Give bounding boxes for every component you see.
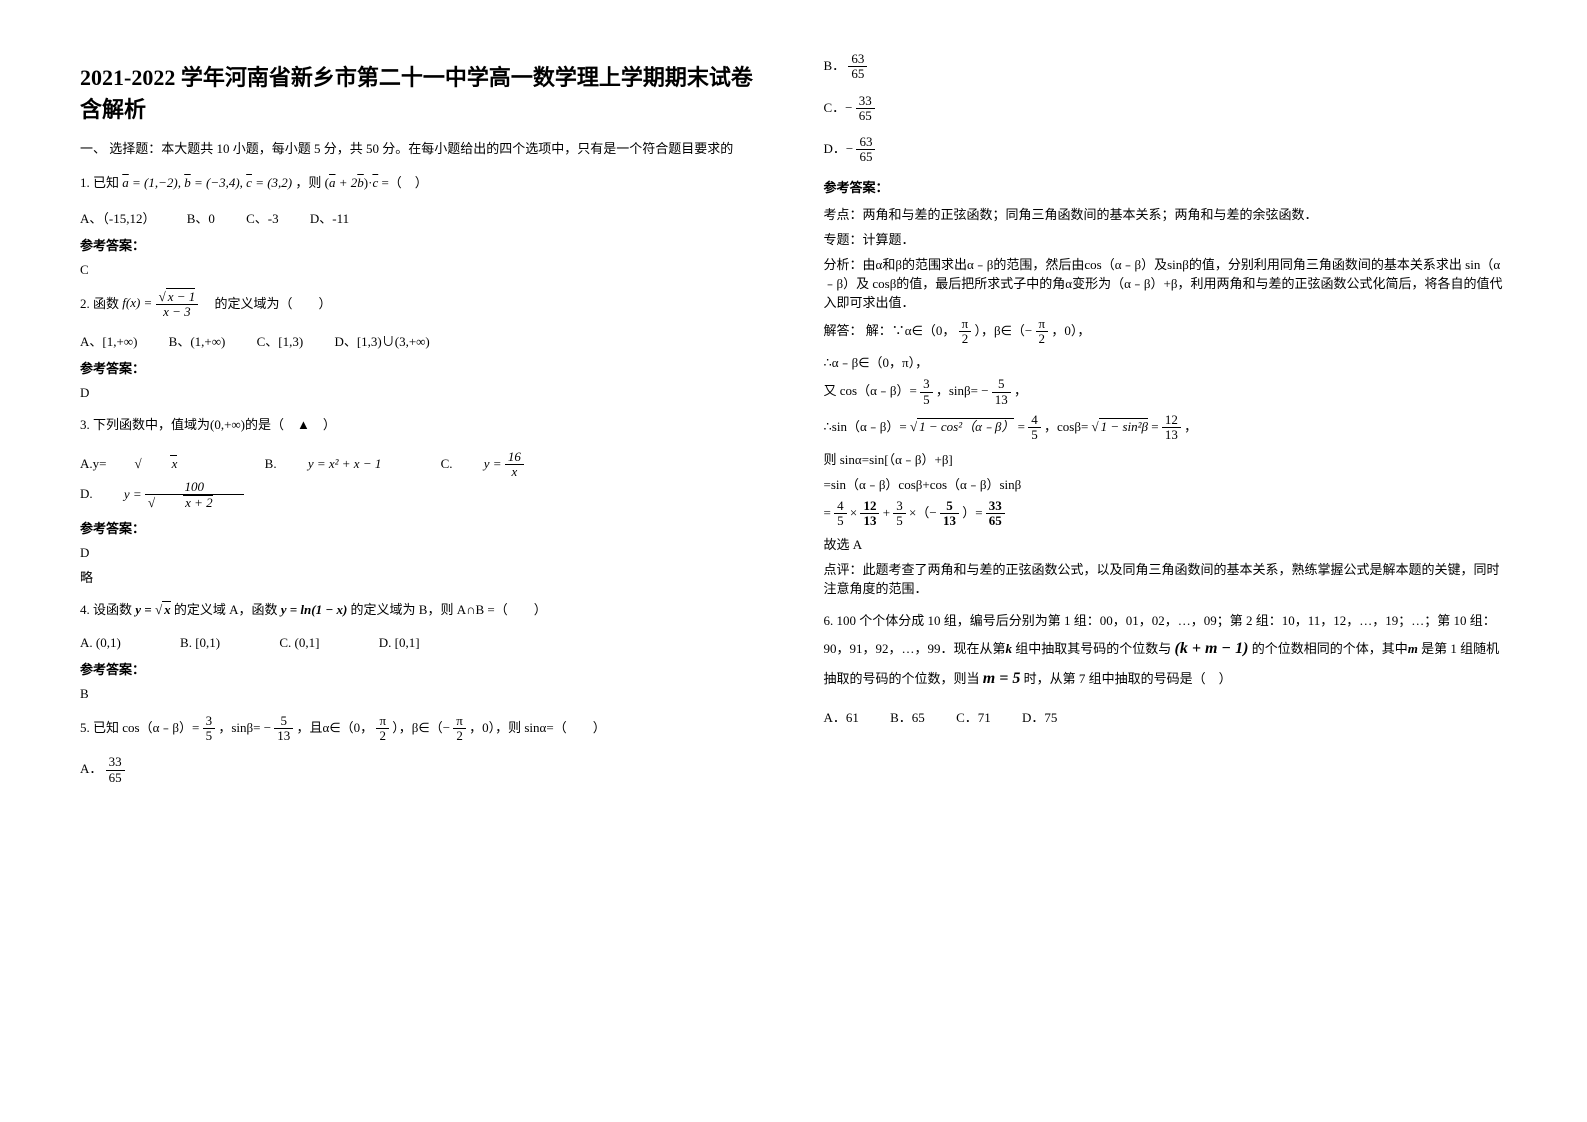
q5-opt-d: D．− 6365 (824, 135, 1508, 165)
q4-opt-b: B. [0,1) (180, 635, 248, 651)
q1-opt-b: B、0 (187, 208, 215, 227)
q5-topic: 考点：两角和与差的正弦函数；同角三角函数间的基本关系；两角和与差的余弦函数． (824, 204, 1508, 223)
section-1-head: 一、 选择题：本大题共 10 小题，每小题 5 分，共 50 分。在每小题给出的… (80, 138, 764, 157)
question-2: 2. 函数 f(x) = x − 1 x − 3 的定义域为（ ） (80, 290, 764, 320)
q4-ans-label: 参考答案： (80, 659, 764, 678)
q4-stem-b: 的定义域 A，函数 (174, 602, 281, 617)
q6-options: A．61 B．65 C．71 D．75 (824, 707, 1508, 726)
q4-ans: B (80, 686, 764, 702)
q5-special: 专题：计算题． (824, 229, 1508, 248)
q5-stem-e: ，0），则 sinα=（ ） (469, 720, 606, 735)
q2-ans-label: 参考答案： (80, 358, 764, 377)
q6-m5: m = 5 (983, 670, 1021, 687)
q5-solve-line4: ∴sin（α﹣β）= 1 − cos²（α﹣β） = 45 ，cosβ= 1 −… (824, 413, 1508, 443)
q1-stem-pre: 1. 已知 (80, 175, 119, 190)
q4-opt-c: C. (0,1] (279, 635, 347, 651)
q5-stem-b: ，sinβ= − (218, 720, 271, 735)
q1-opt-c: C、-3 (246, 208, 279, 227)
q1-opt-a: A、（-15,12） (80, 208, 155, 227)
q6-opt-a: A．61 (824, 707, 859, 726)
question-5: 5. 已知 cos（α﹣β）= 35 ，sinβ= − 513 ，且α∈（0， … (80, 714, 764, 744)
q6-opt-b: B．65 (890, 707, 925, 726)
q3-note: 略 (80, 567, 764, 586)
q5-solve-line7: = 45 × 1213 + 35 ×（− 513 ）= 3365 (824, 499, 1508, 529)
question-3: 3. 下列函数中，值域为(0,+∞)的是（ ▲ ） (80, 413, 764, 438)
question-1: 1. 已知 a = (1,−2), b = (−3,4), c = (3,2) … (80, 171, 764, 196)
q5-opt-b: B． 6365 (824, 52, 1508, 82)
q3-opt-c: C. y = 16x (441, 450, 608, 480)
q5-solve-line5: 则 sinα=sin[（α﹣β）+β] (824, 449, 1508, 468)
question-6: 6. 100 个个体分成 10 组，编号后分别为第 1 组：00，01，02，…… (824, 609, 1508, 694)
q2-opt-d: D、[1,3)∪(3,+∞) (334, 331, 429, 350)
q1-vectors: a = (1,−2), b = (−3,4), c = (3,2) (122, 175, 295, 190)
q6-stem-e: 时，从第 7 组中抽取的号码是（ ） (1024, 671, 1232, 686)
q2-stem-pre: 2. 函数 (80, 295, 119, 310)
q5-solve-line3: 又 cos（α﹣β）= 35 ，sinβ= − 513 ， (824, 377, 1508, 407)
q6-opt-c: C．71 (956, 707, 991, 726)
q5-stem-c: ，且α∈（0， (297, 720, 374, 735)
q2-options: A、[1,+∞) B、(1,+∞) C、[1,3) D、[1,3)∪(3,+∞) (80, 331, 764, 350)
q4-options: A. (0,1) B. [0,1) C. (0,1] D. [0,1] (80, 635, 764, 651)
q1-ans-label: 参考答案： (80, 235, 764, 254)
q5-opt-c: C．− 3365 (824, 94, 1508, 124)
q6-stem-c: 的个位数相同的个体，其中 (1252, 641, 1408, 656)
q5-solve-line1: 解答： 解：∵α∈（0， π2 ），β∈（− π2 ，0）， (824, 317, 1508, 347)
q1-stem-post: ，则 (a + 2b)·c =（ ） (295, 175, 427, 190)
q2-opt-a: A、[1,+∞) (80, 331, 137, 350)
q6-stem-b: 组中抽取其号码的个位数与 (1015, 641, 1171, 656)
q3-ans-label: 参考答案： (80, 518, 764, 537)
q4-y2: y = ln(1 − x) (281, 602, 348, 617)
q6-opt-d: D．75 (1022, 707, 1057, 726)
q5-analysis: 分析：由α和β的范围求出α﹣β的范围，然后由cos（α﹣β）及sinβ的值，分别… (824, 254, 1508, 311)
q5-ans-label: 参考答案： (824, 177, 1508, 196)
q3-options: A.y=x B. y = x² + x − 1 C. y = 16x D. y … (80, 450, 764, 510)
q3-opt-d: D. y = 100x + 2 (80, 480, 328, 511)
q4-y1: y = x (135, 601, 170, 617)
q5-stem-a: 5. 已知 cos（α﹣β）= (80, 720, 199, 735)
q4-stem-c: 的定义域为 B，则 A∩B =（ ） (351, 602, 547, 617)
q5-comment: 点评：此题考查了两角和与差的正弦函数公式，以及同角三角函数间的基本关系，熟练掌握… (824, 559, 1508, 597)
q6-km1: (k + m − 1) (1175, 640, 1249, 657)
q1-ans: C (80, 262, 764, 278)
question-4: 4. 设函数 y = x 的定义域 A，函数 y = ln(1 − x) 的定义… (80, 598, 764, 623)
q4-opt-d: D. [0,1] (379, 635, 448, 651)
q1-opt-d: D、-11 (310, 208, 349, 227)
q3-opt-a: A.y=x (80, 455, 233, 472)
q5-conclusion: 故选 A (824, 534, 1508, 553)
q2-func: f(x) = x − 1 x − 3 (122, 295, 201, 310)
q5-opt-a: A． 3365 (80, 755, 764, 785)
q2-stem-post: 的定义域为（ ） (202, 295, 332, 310)
q2-opt-c: C、[1,3) (257, 331, 304, 350)
q3-opt-b: B. y = x² + x − 1 (265, 456, 410, 472)
q1-options: A、（-15,12） B、0 C、-3 D、-11 (80, 208, 764, 227)
q4-opt-a: A. (0,1) (80, 635, 149, 651)
q3-ans: D (80, 545, 764, 561)
q2-opt-b: B、(1,+∞) (169, 331, 226, 350)
q4-stem-a: 4. 设函数 (80, 602, 135, 617)
q5-solve-line6: =sin（α﹣β）cosβ+cos（α﹣β）sinβ (824, 474, 1508, 493)
q5-solve-line2: ∴α﹣β∈（0，π）， (824, 352, 1508, 371)
q5-stem-d: ），β∈（− (392, 720, 450, 735)
q2-ans: D (80, 385, 764, 401)
page-title: 2021-2022 学年河南省新乡市第二十一中学高一数学理上学期期末试卷含解析 (80, 60, 764, 124)
